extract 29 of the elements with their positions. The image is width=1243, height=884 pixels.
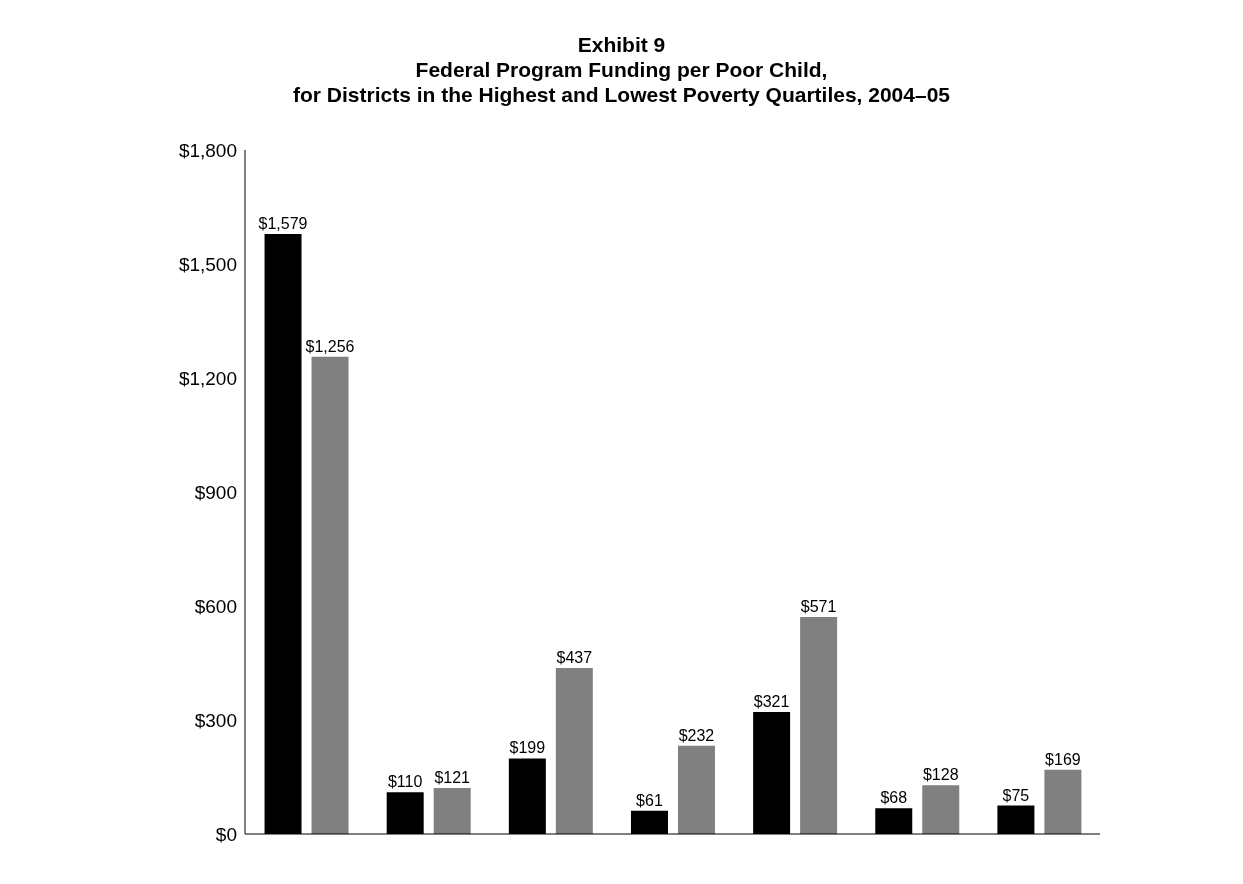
- data-label: $169: [1045, 750, 1081, 768]
- y-tick-label: $600: [194, 595, 237, 617]
- bar: [311, 356, 349, 834]
- data-label: $1,256: [305, 337, 355, 355]
- data-label: $1,579: [258, 214, 308, 232]
- data-label: $75: [1002, 786, 1030, 804]
- y-tick-label: $1,500: [178, 253, 237, 275]
- y-tick-label: $0: [215, 823, 237, 845]
- bar: [922, 785, 960, 834]
- data-label: $437: [556, 648, 593, 666]
- data-label: $321: [753, 693, 790, 711]
- bar: [677, 745, 715, 834]
- data-label: $232: [678, 726, 715, 744]
- chart-title: Exhibit 9 Federal Program Funding per Poor Child, for Districts in the Highest and Lowest Poverty Quartiles, 2004–05: [291, 32, 951, 108]
- data-label: $110: [387, 773, 423, 791]
- y-tick-label: $900: [194, 481, 237, 503]
- bar: [1044, 769, 1082, 834]
- bar: [800, 617, 838, 834]
- data-label: $121: [434, 769, 471, 787]
- bar: [433, 788, 471, 834]
- data-label: $571: [800, 598, 837, 616]
- data-label: $199: [509, 739, 546, 757]
- y-tick-label: $1,800: [178, 139, 237, 161]
- y-tick-label: $1,200: [178, 367, 237, 389]
- data-label: $61: [636, 791, 663, 809]
- data-label: $68: [880, 789, 908, 807]
- bar: [555, 667, 593, 834]
- y-tick-label: $300: [194, 709, 237, 731]
- data-label: $128: [922, 766, 959, 784]
